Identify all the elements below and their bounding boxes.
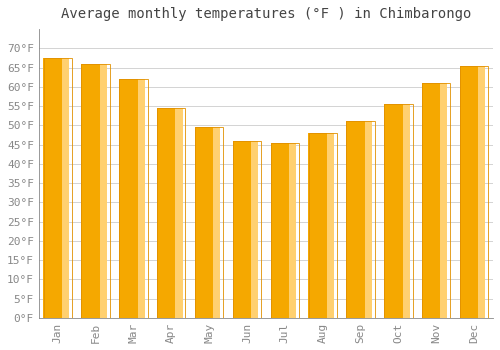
Bar [44,58,72,318]
Bar [270,143,292,318]
Bar [384,104,406,318]
Bar [62,58,69,318]
Bar [233,141,261,318]
Bar [364,121,372,318]
Bar [308,133,330,318]
Bar [157,108,178,318]
Bar [327,133,334,318]
Bar [478,66,486,318]
Bar [460,66,481,318]
Bar [346,121,375,318]
Bar [82,64,110,318]
Bar [251,141,258,318]
Bar [81,64,102,318]
Bar [157,108,186,318]
Bar [270,143,299,318]
Bar [308,133,337,318]
Bar [119,79,141,318]
Bar [422,83,443,318]
Bar [440,83,448,318]
Bar [176,108,182,318]
Bar [119,79,148,318]
Bar [195,127,224,318]
Bar [346,121,368,318]
Bar [138,79,144,318]
Bar [100,64,107,318]
Bar [422,83,450,318]
Bar [384,104,412,318]
Bar [402,104,409,318]
Bar [289,143,296,318]
Bar [44,58,64,318]
Bar [460,66,488,318]
Bar [214,127,220,318]
Bar [195,127,216,318]
Title: Average monthly temperatures (°F ) in Chimbarongo: Average monthly temperatures (°F ) in Ch… [60,7,471,21]
Bar [232,141,254,318]
